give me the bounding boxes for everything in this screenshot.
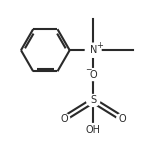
Text: −: − [85, 65, 91, 74]
Text: O: O [60, 114, 68, 124]
Ellipse shape [87, 95, 100, 106]
Text: S: S [90, 95, 96, 106]
Ellipse shape [86, 124, 101, 135]
Ellipse shape [87, 69, 100, 81]
Text: O: O [118, 114, 126, 124]
Text: N: N [89, 45, 97, 55]
Ellipse shape [59, 114, 70, 124]
Ellipse shape [85, 43, 101, 57]
Text: OH: OH [86, 125, 101, 135]
Ellipse shape [117, 114, 128, 124]
Text: O: O [89, 70, 97, 80]
Text: +: + [96, 41, 103, 50]
